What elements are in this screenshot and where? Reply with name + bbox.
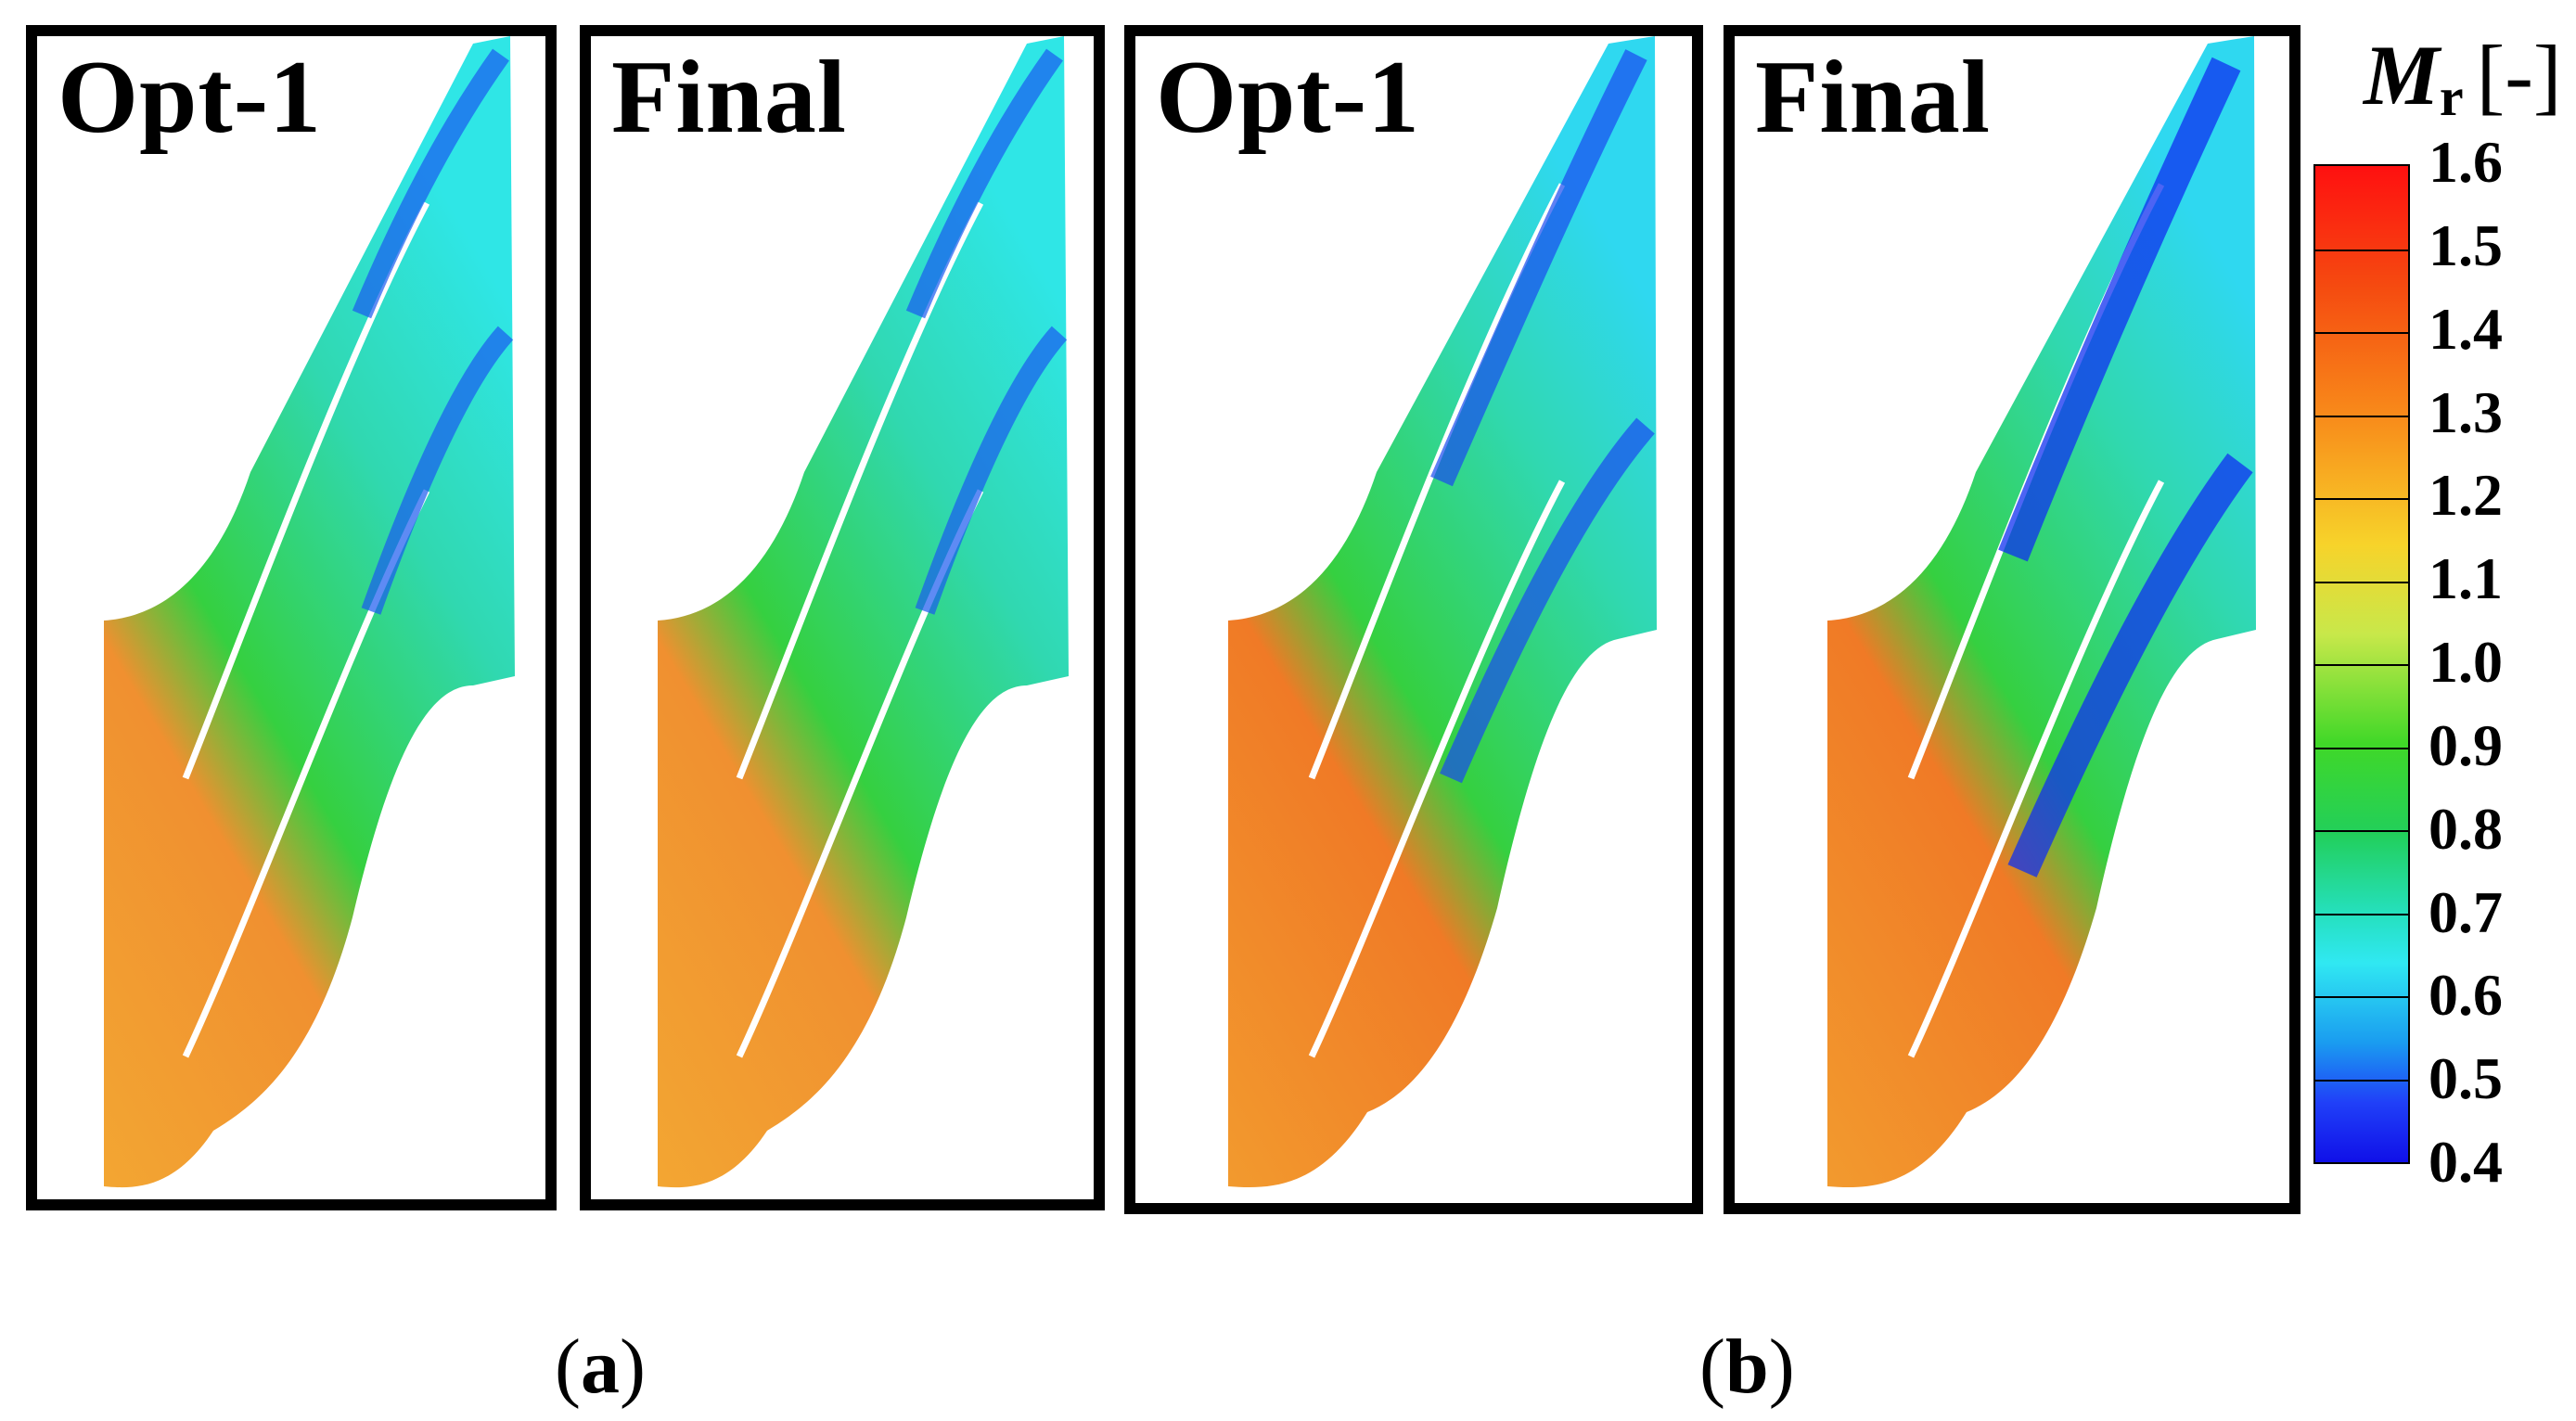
- colorbar-tick: [2315, 498, 2408, 500]
- blade-upper: [182, 201, 430, 780]
- contour-panel-b-final: Final: [1724, 25, 2300, 1214]
- low-mach-band: [352, 48, 509, 319]
- colorbar-tick: [2315, 913, 2408, 915]
- colorbar-tick: [2315, 830, 2408, 832]
- flow-domain: [1827, 36, 2256, 1188]
- colorbar-tick-label: 1.4: [2429, 295, 2503, 362]
- mach-contour-plot: [1827, 36, 2256, 1188]
- caption-b: (b): [1699, 1324, 1795, 1410]
- flow-domain: [104, 36, 515, 1188]
- colorbar-tick-label: 1.3: [2429, 378, 2503, 445]
- low-mach-band: [915, 326, 1068, 615]
- blade-lower: [1907, 480, 2165, 1058]
- mach-contour-plot: [1228, 36, 1657, 1188]
- colorbar-tick: [2315, 747, 2408, 749]
- blade-upper: [1308, 183, 1566, 780]
- panel-title: Final: [1755, 40, 1991, 155]
- colorbar-tick: [2315, 581, 2408, 583]
- caption-a-label: a: [580, 1324, 620, 1410]
- panel-title: Final: [611, 40, 847, 155]
- colorbar-unit: [-]: [2476, 28, 2562, 122]
- colorbar-tick-label: 1.1: [2429, 545, 2503, 612]
- colorbar-tick-label: 1.6: [2429, 129, 2503, 195]
- blade-lower: [1308, 480, 1566, 1058]
- low-mach-band: [905, 48, 1063, 319]
- colorbar-tick-label: 0.5: [2429, 1045, 2503, 1112]
- flow-domain: [658, 36, 1069, 1188]
- low-mach-band: [1440, 417, 1655, 784]
- colorbar-tick-label: 0.6: [2429, 962, 2503, 1029]
- mach-contour-plot: [658, 36, 1069, 1188]
- colorbar-tick-label: 0.9: [2429, 711, 2503, 778]
- panel-title: Opt-1: [58, 40, 322, 155]
- caption-b-label: b: [1724, 1324, 1769, 1410]
- caption-a: (a): [555, 1324, 646, 1410]
- colorbar-tick: [2315, 415, 2408, 417]
- panel-title: Opt-1: [1156, 40, 1420, 155]
- colorbar-tick: [2315, 249, 2408, 251]
- mach-contour-plot: [104, 36, 515, 1188]
- colorbar-tick-label: 0.7: [2429, 878, 2503, 945]
- colorbar-tick: [2315, 1079, 2408, 1082]
- colorbar-tick-label: 0.4: [2429, 1129, 2503, 1195]
- contour-panel-a-final: Final: [580, 25, 1105, 1210]
- colorbar-tick-label: 1.5: [2429, 211, 2503, 278]
- colorbar-tick-label: 0.8: [2429, 795, 2503, 862]
- low-mach-band: [1998, 57, 2241, 562]
- contour-panel-b-opt1: Opt-1: [1124, 25, 1703, 1214]
- colorbar-tick: [2315, 332, 2408, 334]
- low-mach-band: [2007, 453, 2253, 877]
- blade-upper: [736, 201, 984, 780]
- colorbar-subscript: r: [2439, 67, 2464, 127]
- colorbar-tick-label: 1.0: [2429, 629, 2503, 695]
- contour-panel-a-opt1: Opt-1: [26, 25, 557, 1210]
- colorbar-title: Mr [-]: [2364, 26, 2561, 128]
- low-mach-band: [361, 326, 514, 615]
- colorbar-tick-label: 1.2: [2429, 462, 2503, 529]
- colorbar-tick: [2315, 664, 2408, 666]
- flow-domain: [1228, 36, 1657, 1188]
- colorbar-tick: [2315, 996, 2408, 998]
- colorbar: [2313, 164, 2410, 1164]
- low-mach-band: [1430, 49, 1647, 487]
- colorbar-symbol: M: [2364, 28, 2440, 122]
